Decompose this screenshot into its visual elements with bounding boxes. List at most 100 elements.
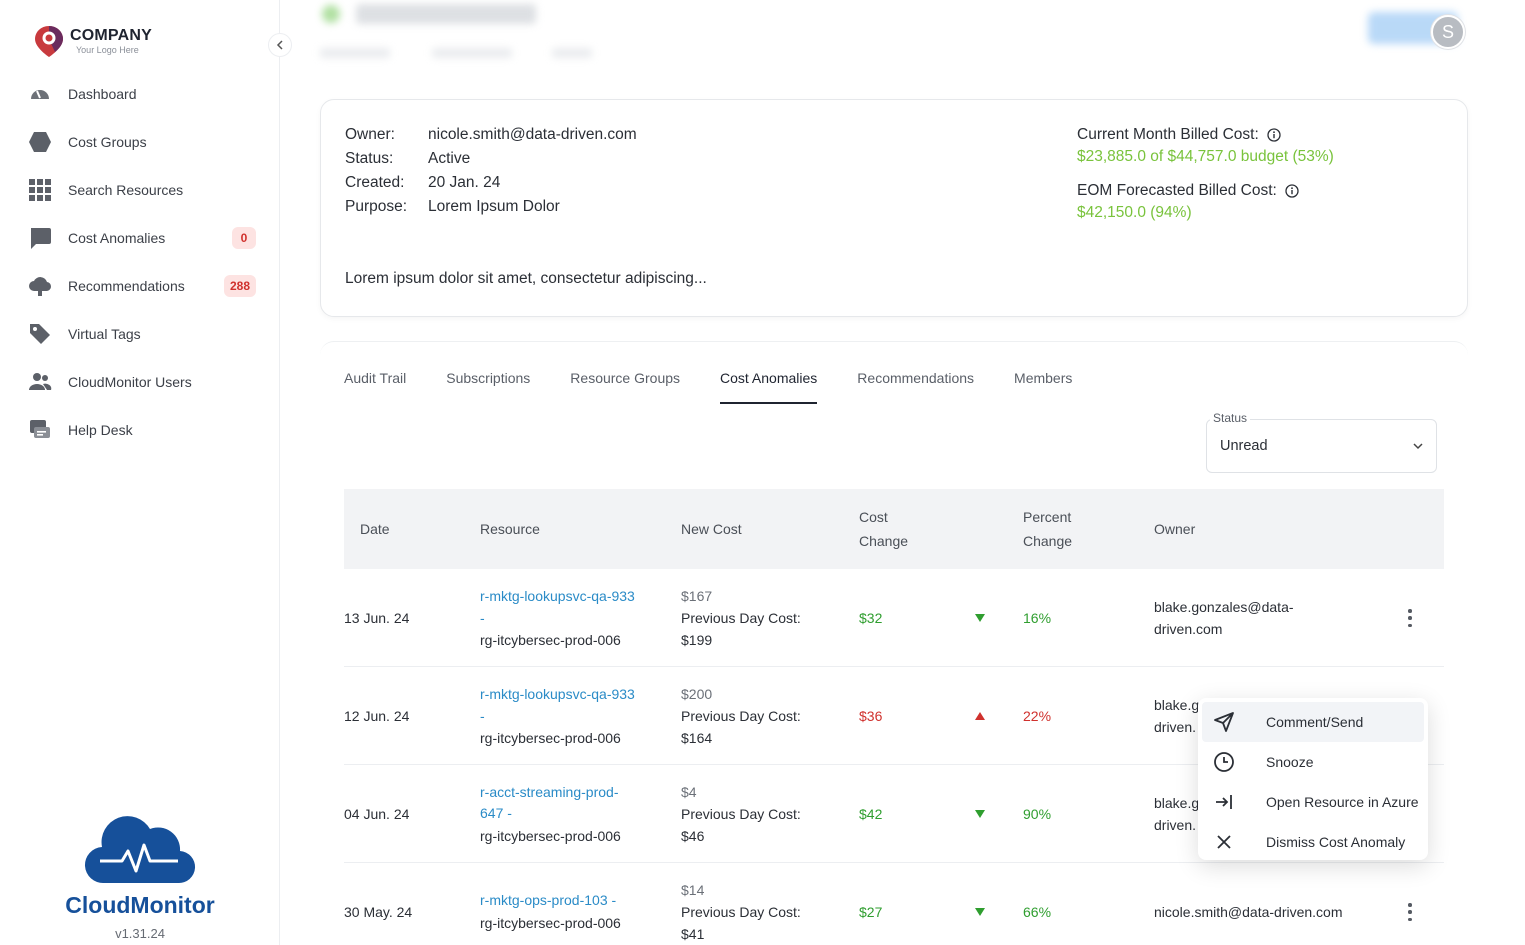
- sidebar-item-virtual-tags[interactable]: Virtual Tags: [28, 310, 260, 358]
- menu-item-comment-send[interactable]: Comment/Send: [1202, 702, 1424, 742]
- prev-cost: $46: [681, 828, 705, 844]
- resource-link[interactable]: r-mktg-lookupsvc-qa-933: [480, 588, 635, 604]
- col-new-cost[interactable]: New Cost: [681, 521, 742, 537]
- owner-line2: driven.: [1154, 719, 1197, 735]
- collapse-sidebar-button[interactable]: [268, 33, 292, 57]
- created-label: Created:: [345, 174, 405, 191]
- eom-forecast-cost: EOM Forecasted Billed Cost: $42,150.0 (9…: [1077, 182, 1299, 222]
- resource-link-cont[interactable]: -: [480, 708, 485, 724]
- tab-cost-anomalies[interactable]: Cost Anomalies: [720, 370, 818, 404]
- sidebar-item-search-resources[interactable]: Search Resources: [28, 166, 260, 214]
- menu-item-open-in-azure[interactable]: Open Resource in Azure: [1202, 782, 1424, 822]
- sidebar-item-recommendations[interactable]: Recommendations 288: [28, 262, 260, 310]
- grid-icon: [28, 178, 52, 202]
- purpose-row: Purpose: Lorem Ipsum Dolor: [345, 198, 560, 216]
- col-date[interactable]: Date: [360, 521, 390, 537]
- eom-cost-label: EOM Forecasted Billed Cost:: [1077, 182, 1277, 199]
- col-resource[interactable]: Resource: [480, 521, 540, 537]
- row-date: 04 Jun. 24: [344, 806, 410, 822]
- row-date: 30 May. 24: [344, 904, 413, 920]
- resource-link[interactable]: r-acct-streaming-prod-: [480, 784, 619, 800]
- tab-members[interactable]: Members: [1014, 370, 1073, 386]
- prev-cost-label: Previous Day Cost:: [681, 904, 801, 920]
- sidebar-item-label: Help Desk: [68, 422, 133, 438]
- table-row: 13 Jun. 24 r-mktg-lookupsvc-qa-933 - rg-…: [344, 569, 1444, 667]
- menu-item-snooze[interactable]: Snooze: [1202, 742, 1424, 782]
- chat-bubble-icon: [28, 226, 52, 250]
- status-label: Status:: [345, 150, 394, 167]
- tab-resource-groups[interactable]: Resource Groups: [570, 370, 681, 386]
- description-text: Lorem ipsum dolor sit amet, consectetur …: [345, 270, 707, 287]
- new-cost: $14: [681, 882, 705, 898]
- prev-cost-label: Previous Day Cost:: [681, 806, 801, 822]
- details-card: Owner: nicole.smith@data-driven.com Stat…: [320, 99, 1468, 317]
- sidebar-item-cost-anomalies[interactable]: Cost Anomalies 0: [28, 214, 260, 262]
- col-cost-change-line1: Cost: [859, 509, 888, 525]
- sidebar-item-label: Cost Groups: [68, 134, 147, 150]
- percent-change: 90%: [1023, 806, 1052, 822]
- arrow-down-icon: [975, 908, 985, 916]
- cloud-heartbeat-icon: [84, 816, 196, 884]
- tag-icon: [28, 322, 52, 346]
- sidebar-item-help-desk[interactable]: Help Desk: [28, 406, 260, 454]
- cost-anomalies-count-badge: 0: [232, 227, 256, 249]
- sidebar-item-label: Dashboard: [68, 86, 137, 102]
- recommendations-count-badge: 288: [223, 275, 256, 297]
- eom-cost-value: $42,150.0 (94%): [1077, 204, 1192, 221]
- prev-cost-label: Previous Day Cost:: [681, 610, 801, 626]
- user-avatar[interactable]: S: [1431, 15, 1465, 49]
- created-value: 20 Jan. 24: [428, 174, 501, 191]
- purpose-value: Lorem Ipsum Dolor: [428, 198, 560, 215]
- resource-link[interactable]: r-mktg-ops-prod-103 -: [480, 892, 617, 908]
- resource-link-cont[interactable]: 647 -: [480, 805, 512, 821]
- sidebar-item-dashboard[interactable]: Dashboard: [28, 70, 260, 118]
- menu-item-dismiss-anomaly[interactable]: Dismiss Cost Anomaly: [1202, 822, 1424, 862]
- current-cost-label: Current Month Billed Cost:: [1077, 126, 1259, 143]
- status-select[interactable]: Status Unread: [1206, 411, 1437, 473]
- resource-link[interactable]: r-mktg-lookupsvc-qa-933: [480, 686, 635, 702]
- sidebar-item-label: Recommendations: [68, 278, 185, 294]
- close-icon: [1212, 830, 1236, 854]
- table-row: 12 Jun. 24 r-mktg-lookupsvc-qa-933 - rg-…: [344, 667, 1444, 765]
- menu-item-label: Comment/Send: [1266, 714, 1364, 730]
- info-icon[interactable]: [1285, 184, 1299, 198]
- col-percent-change[interactable]: Percent Change: [1023, 505, 1072, 553]
- owner-line1: nicole.smith@data-driven.com: [1154, 904, 1343, 920]
- open-external-icon: [1212, 790, 1236, 814]
- col-percent-change-line2: Change: [1023, 533, 1073, 549]
- sidebar-item-label: Cost Anomalies: [68, 230, 166, 246]
- row-actions-button[interactable]: [1406, 609, 1414, 627]
- anomalies-table: Date Resource New Cost Cost Change Perce…: [344, 489, 1444, 945]
- new-cost: $4: [681, 784, 697, 800]
- new-cost: $200: [681, 686, 713, 702]
- status-row: Status: Active: [345, 150, 470, 168]
- row-date: 12 Jun. 24: [344, 708, 410, 724]
- sidebar-item-cost-groups[interactable]: Cost Groups: [28, 118, 260, 166]
- sidebar-item-cloudmonitor-users[interactable]: CloudMonitor Users: [28, 358, 260, 406]
- prev-cost: $164: [681, 730, 713, 746]
- table-header: Date Resource New Cost Cost Change Perce…: [344, 489, 1444, 569]
- menu-item-label: Snooze: [1266, 754, 1314, 770]
- owner-label: Owner:: [345, 126, 395, 143]
- col-owner[interactable]: Owner: [1154, 521, 1196, 537]
- status-value: Active: [428, 150, 471, 167]
- info-icon[interactable]: [1267, 128, 1281, 142]
- tab-subscriptions[interactable]: Subscriptions: [446, 370, 531, 386]
- status-select-value: Unread: [1220, 438, 1268, 454]
- current-month-cost: Current Month Billed Cost: $23,885.0 of …: [1077, 126, 1334, 166]
- sidebar-nav: Dashboard Cost Groups Search Resources C…: [28, 70, 260, 454]
- arrow-down-icon: [975, 614, 985, 622]
- row-date: 13 Jun. 24: [344, 610, 410, 626]
- col-cost-change[interactable]: Cost Change: [859, 505, 908, 553]
- product-name: CloudMonitor: [65, 892, 215, 918]
- tab-recommendations[interactable]: Recommendations: [857, 370, 975, 386]
- table-row: 30 May. 24 r-mktg-ops-prod-103 - rg-itcy…: [344, 863, 1444, 945]
- resource-group: rg-itcybersec-prod-006: [480, 730, 621, 746]
- tab-bar: Audit Trail Subscriptions Resource Group…: [344, 370, 1112, 404]
- prev-cost-label: Previous Day Cost:: [681, 708, 801, 724]
- current-cost-value: $23,885.0 of $44,757.0 budget (53%): [1077, 148, 1334, 165]
- row-actions-button[interactable]: [1406, 903, 1414, 921]
- resource-link-cont[interactable]: -: [480, 610, 485, 626]
- company-logo[interactable]: COMPANY Your Logo Here: [32, 24, 152, 58]
- tab-audit-trail[interactable]: Audit Trail: [344, 370, 407, 386]
